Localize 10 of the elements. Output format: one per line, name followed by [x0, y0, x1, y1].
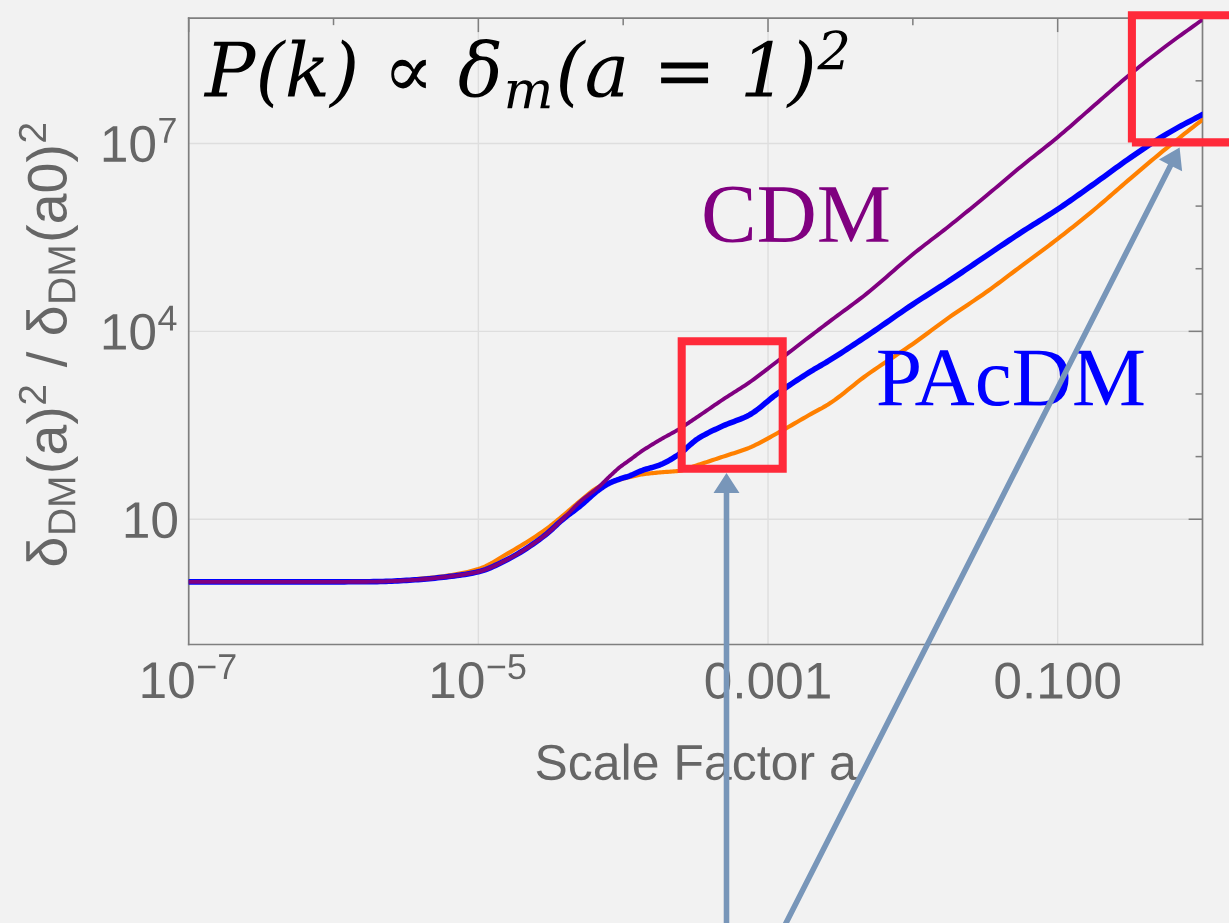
series-label: CDM: [704, 186, 889, 243]
x-tick-label: 0.100: [995, 662, 1120, 699]
y-axis-title: δ$_{DM}$(a)$^{2}$ / δ$_{DM}$(a0)$^{2}$: [18, 123, 78, 566]
chart-title: P(k) ∝ δ$_{m}$(a = 1)$^{2}$: [203, 30, 848, 109]
series-label: PAcDM: [878, 350, 1144, 407]
y-tick-label: 10$^{4}$: [103, 305, 177, 351]
y-tick-label: 10: [125, 501, 177, 539]
x-tick-label: 10$^{−5}$: [432, 654, 526, 699]
y-tick-label: 10$^{7}$: [103, 117, 176, 163]
x-tick-label: 10$^{−7}$: [142, 654, 236, 699]
